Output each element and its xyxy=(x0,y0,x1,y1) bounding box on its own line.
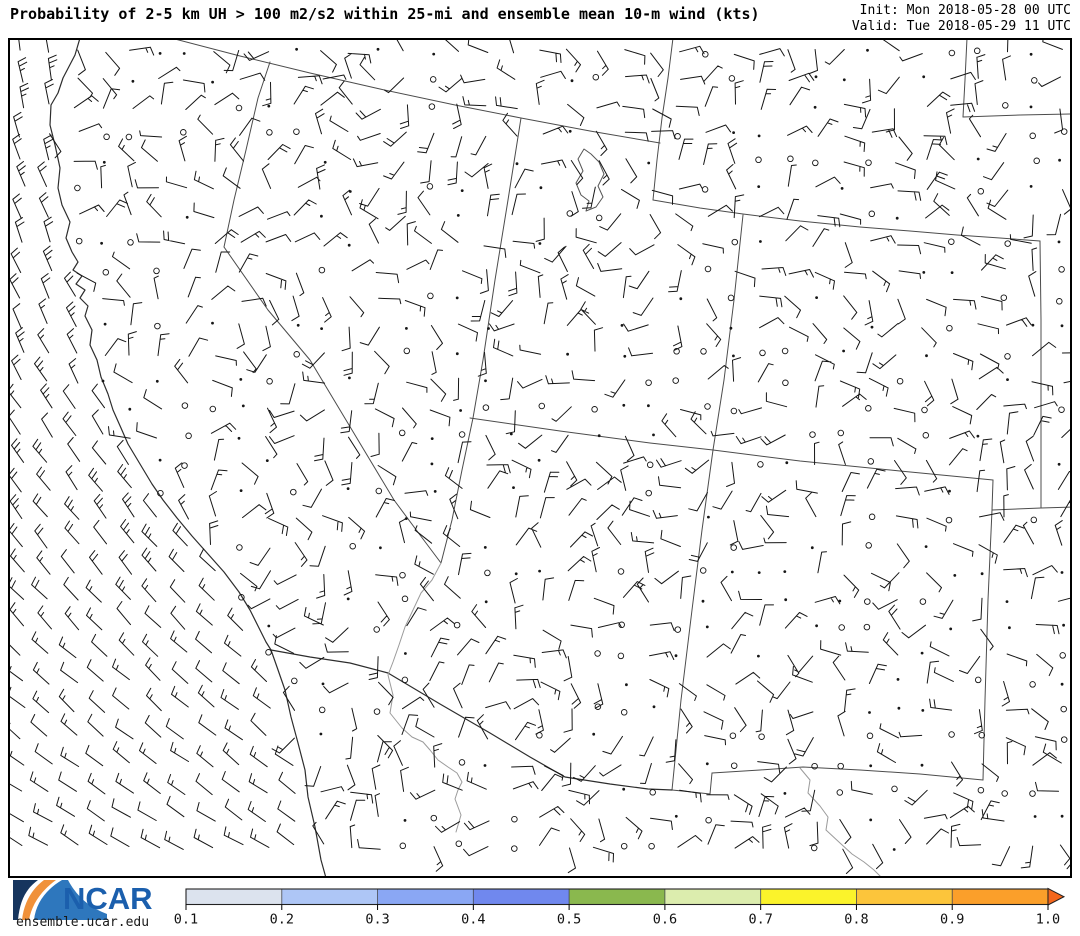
colorbar-label: 0.8 xyxy=(844,912,868,928)
ncar-logo-text: NCAR xyxy=(63,881,153,916)
colorbar-label: 0.6 xyxy=(653,912,677,928)
probability-colorbar: 0.1 0.2 0.3 0.4 0.5 0.6 0.7 0.8 0.9 1.0 xyxy=(174,887,1066,928)
colorbar-label: 0.1 xyxy=(174,912,198,928)
colorbar-label: 0.9 xyxy=(940,912,964,928)
colorbar-label: 0.4 xyxy=(461,912,485,928)
timestamp-block: Init: Mon 2018-05-28 00 UTC Valid: Tue 2… xyxy=(852,3,1071,35)
colorbar-label: 0.3 xyxy=(365,912,389,928)
page-title: Probability of 2-5 km UH > 100 m2/s2 wit… xyxy=(10,5,760,23)
ncar-logo-icon xyxy=(13,880,107,920)
map-frame xyxy=(8,38,1072,878)
init-time: Init: Mon 2018-05-28 00 UTC xyxy=(859,3,1071,18)
colorbar-label: 0.2 xyxy=(270,912,294,928)
colorbar-label: 0.7 xyxy=(748,912,772,928)
site-url: ensemble.ucar.edu xyxy=(16,915,150,930)
weather-map-canvas xyxy=(10,40,1070,876)
colorbar-label: 0.5 xyxy=(557,912,581,928)
valid-time: Valid: Tue 2018-05-29 11 UTC xyxy=(851,19,1071,34)
colorbar-label: 1.0 xyxy=(1036,912,1060,928)
